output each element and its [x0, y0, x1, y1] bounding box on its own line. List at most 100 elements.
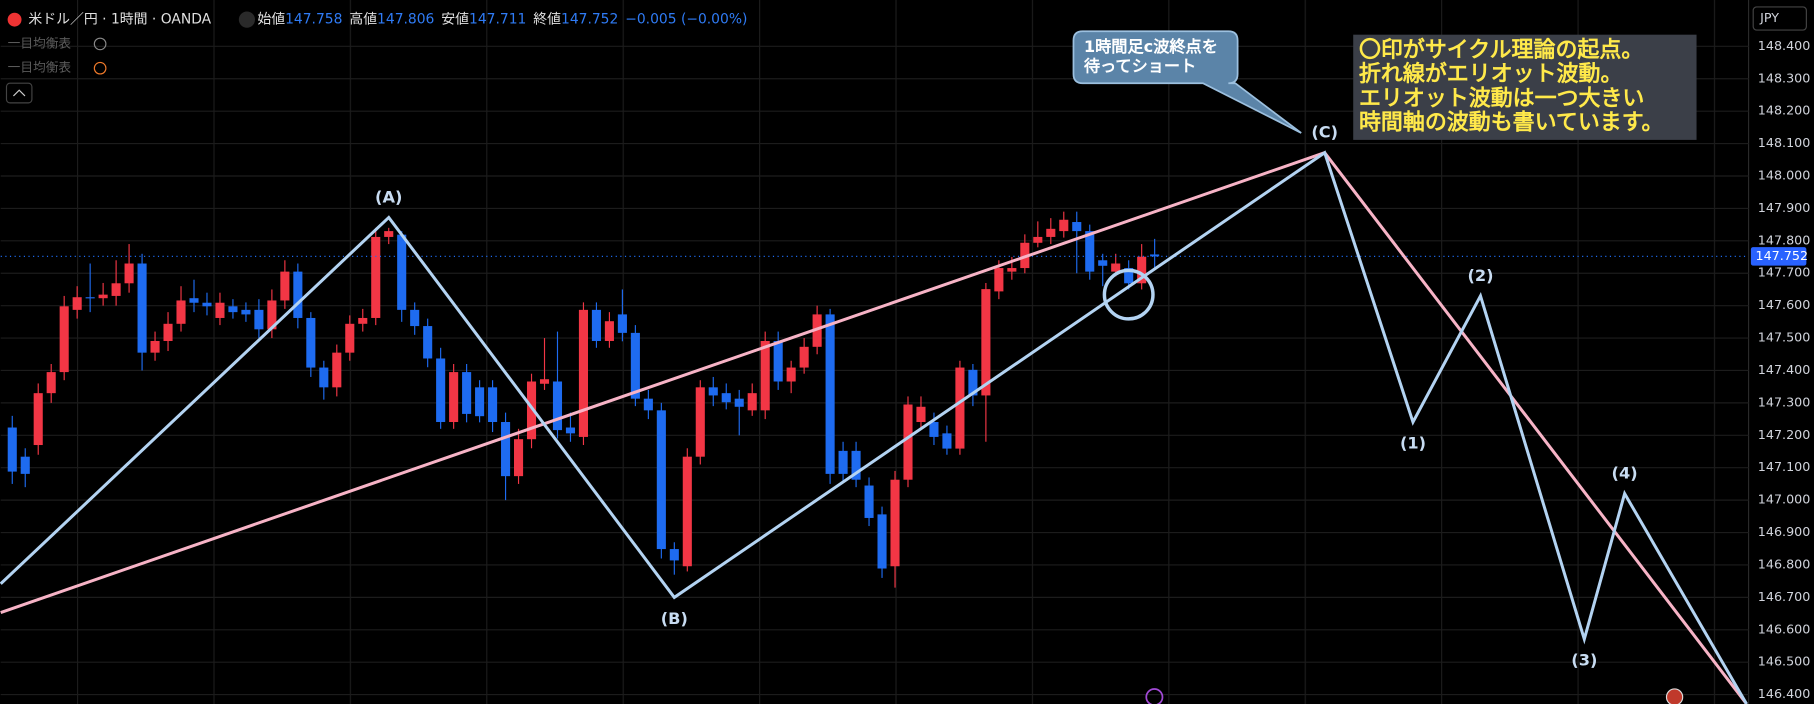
menu-dot[interactable]: [238, 11, 256, 28]
candle-body: [33, 393, 43, 446]
candle-body: [799, 346, 809, 368]
candle-body: [215, 302, 225, 318]
y-tick-label: 146.800: [1758, 556, 1811, 571]
collapse-button[interactable]: [5, 82, 33, 104]
wave-label: (2): [1467, 266, 1493, 285]
candle-body: [1150, 254, 1160, 257]
candle-body: [604, 321, 614, 341]
price-axis-bg: [1748, 0, 1814, 704]
indicator[interactable]: 一目均衡表: [8, 60, 72, 75]
candle-body: [332, 352, 342, 388]
candle-body: [916, 406, 926, 423]
note-text: エリオット波動は一つ大きい: [1359, 86, 1644, 111]
candle-body: [617, 314, 627, 333]
candle-body: [773, 340, 783, 382]
wave-label: (3): [1571, 651, 1597, 670]
candle-body: [306, 317, 316, 368]
candle-body: [786, 367, 796, 382]
candle-body: [111, 283, 121, 296]
y-tick-label: 146.400: [1758, 686, 1811, 701]
eye-icon[interactable]: [93, 61, 107, 75]
y-tick-label: 148.300: [1758, 70, 1811, 85]
candle-body: [46, 372, 56, 394]
wave-label: (4): [1612, 463, 1638, 482]
candle-body: [1111, 263, 1121, 272]
candle-body: [293, 271, 303, 318]
y-tick-label: 147.100: [1758, 459, 1811, 474]
candle-body: [851, 450, 861, 480]
candle-body: [838, 450, 848, 474]
currency-button[interactable]: [1752, 6, 1807, 31]
candle-body: [695, 387, 705, 457]
candle-body: [280, 271, 290, 301]
candle-body: [176, 300, 186, 324]
eye-icon[interactable]: [93, 37, 107, 51]
candle-body: [1033, 236, 1043, 243]
candle-body: [708, 387, 718, 396]
wave-line: [0, 150, 1748, 704]
event-icon[interactable]: [1665, 688, 1684, 704]
candle-body: [513, 439, 524, 477]
ohlc-label: 終値: [533, 12, 561, 28]
candle-body: [760, 340, 770, 411]
candle-body: [384, 231, 394, 237]
candle-body: [903, 404, 913, 480]
candle-body: [955, 367, 965, 449]
candle-body: [59, 306, 69, 373]
open-value: 147.758: [285, 12, 342, 28]
candle-body: [734, 398, 744, 407]
candle-body: [669, 549, 679, 561]
candle-body: [1007, 268, 1017, 272]
currency[interactable]: JPY: [1759, 10, 1779, 25]
candle-body: [475, 387, 485, 417]
candle-body: [371, 236, 381, 318]
candle-body: [1098, 260, 1108, 266]
candle-body: [72, 297, 82, 310]
candle-body: [163, 323, 173, 341]
callout-box: [1072, 30, 1302, 134]
y-tick-label: 147.600: [1758, 297, 1811, 312]
candle-body: [1124, 268, 1134, 284]
note-text: 折れ線がエリオット波動。: [1359, 61, 1622, 87]
candle-body: [656, 410, 666, 550]
candle-body: [942, 433, 952, 449]
indicator[interactable]: 一目均衡表: [8, 35, 72, 50]
y-tick-label: 148.200: [1758, 103, 1811, 118]
candle-body: [137, 263, 147, 353]
candle-body: [643, 398, 653, 411]
candle-body: [462, 372, 472, 414]
candle-body: [981, 289, 991, 396]
candle-body: [1137, 256, 1147, 284]
candle-body: [578, 309, 588, 437]
header: 米ドル／円 · 1時間 · OANDA 始値147.758 高値147.806 安値1…: [28, 11, 747, 28]
candle-body: [1046, 228, 1056, 237]
y-tick-label: 147.700: [1758, 265, 1811, 280]
candle-body: [630, 332, 640, 399]
candle-body: [319, 367, 329, 388]
y-tick-label: 148.000: [1758, 168, 1811, 183]
candle-body: [397, 234, 407, 310]
event-icon[interactable]: [1145, 688, 1164, 704]
wave-label: (B): [661, 609, 688, 628]
note-text: 時間軸の波動も書いています。: [1359, 110, 1664, 136]
candle-body: [423, 326, 433, 359]
callout-text: 待ってショート: [1084, 57, 1196, 76]
candle-body: [7, 427, 17, 472]
low-value: 147.711: [469, 12, 526, 28]
y-tick-label: 148.400: [1758, 38, 1811, 53]
symbol[interactable]: 米ドル／円 · 1時間 · OANDA: [28, 12, 211, 28]
note-box: [1353, 34, 1697, 140]
y-tick-label: 147.300: [1758, 394, 1811, 409]
candle-body: [124, 263, 134, 284]
candle-body: [189, 298, 199, 303]
y-tick-label: 148.100: [1758, 135, 1811, 150]
y-tick-label: 147.000: [1758, 492, 1811, 507]
candle-body: [358, 317, 368, 324]
candle-body: [591, 309, 601, 341]
candle-body: [721, 393, 731, 403]
candle-body: [539, 379, 550, 384]
candle-body: [150, 340, 160, 353]
last-price-label: 147.752: [1755, 248, 1808, 263]
candle-body: [449, 372, 459, 423]
